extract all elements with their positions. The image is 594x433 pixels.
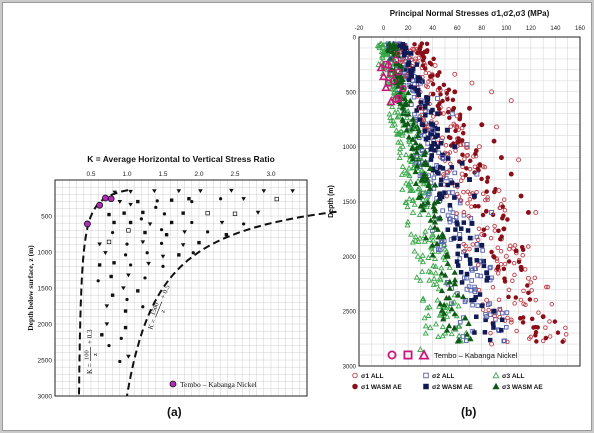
caption-a: (a) [167, 405, 182, 419]
caption-b: (b) [461, 405, 477, 419]
